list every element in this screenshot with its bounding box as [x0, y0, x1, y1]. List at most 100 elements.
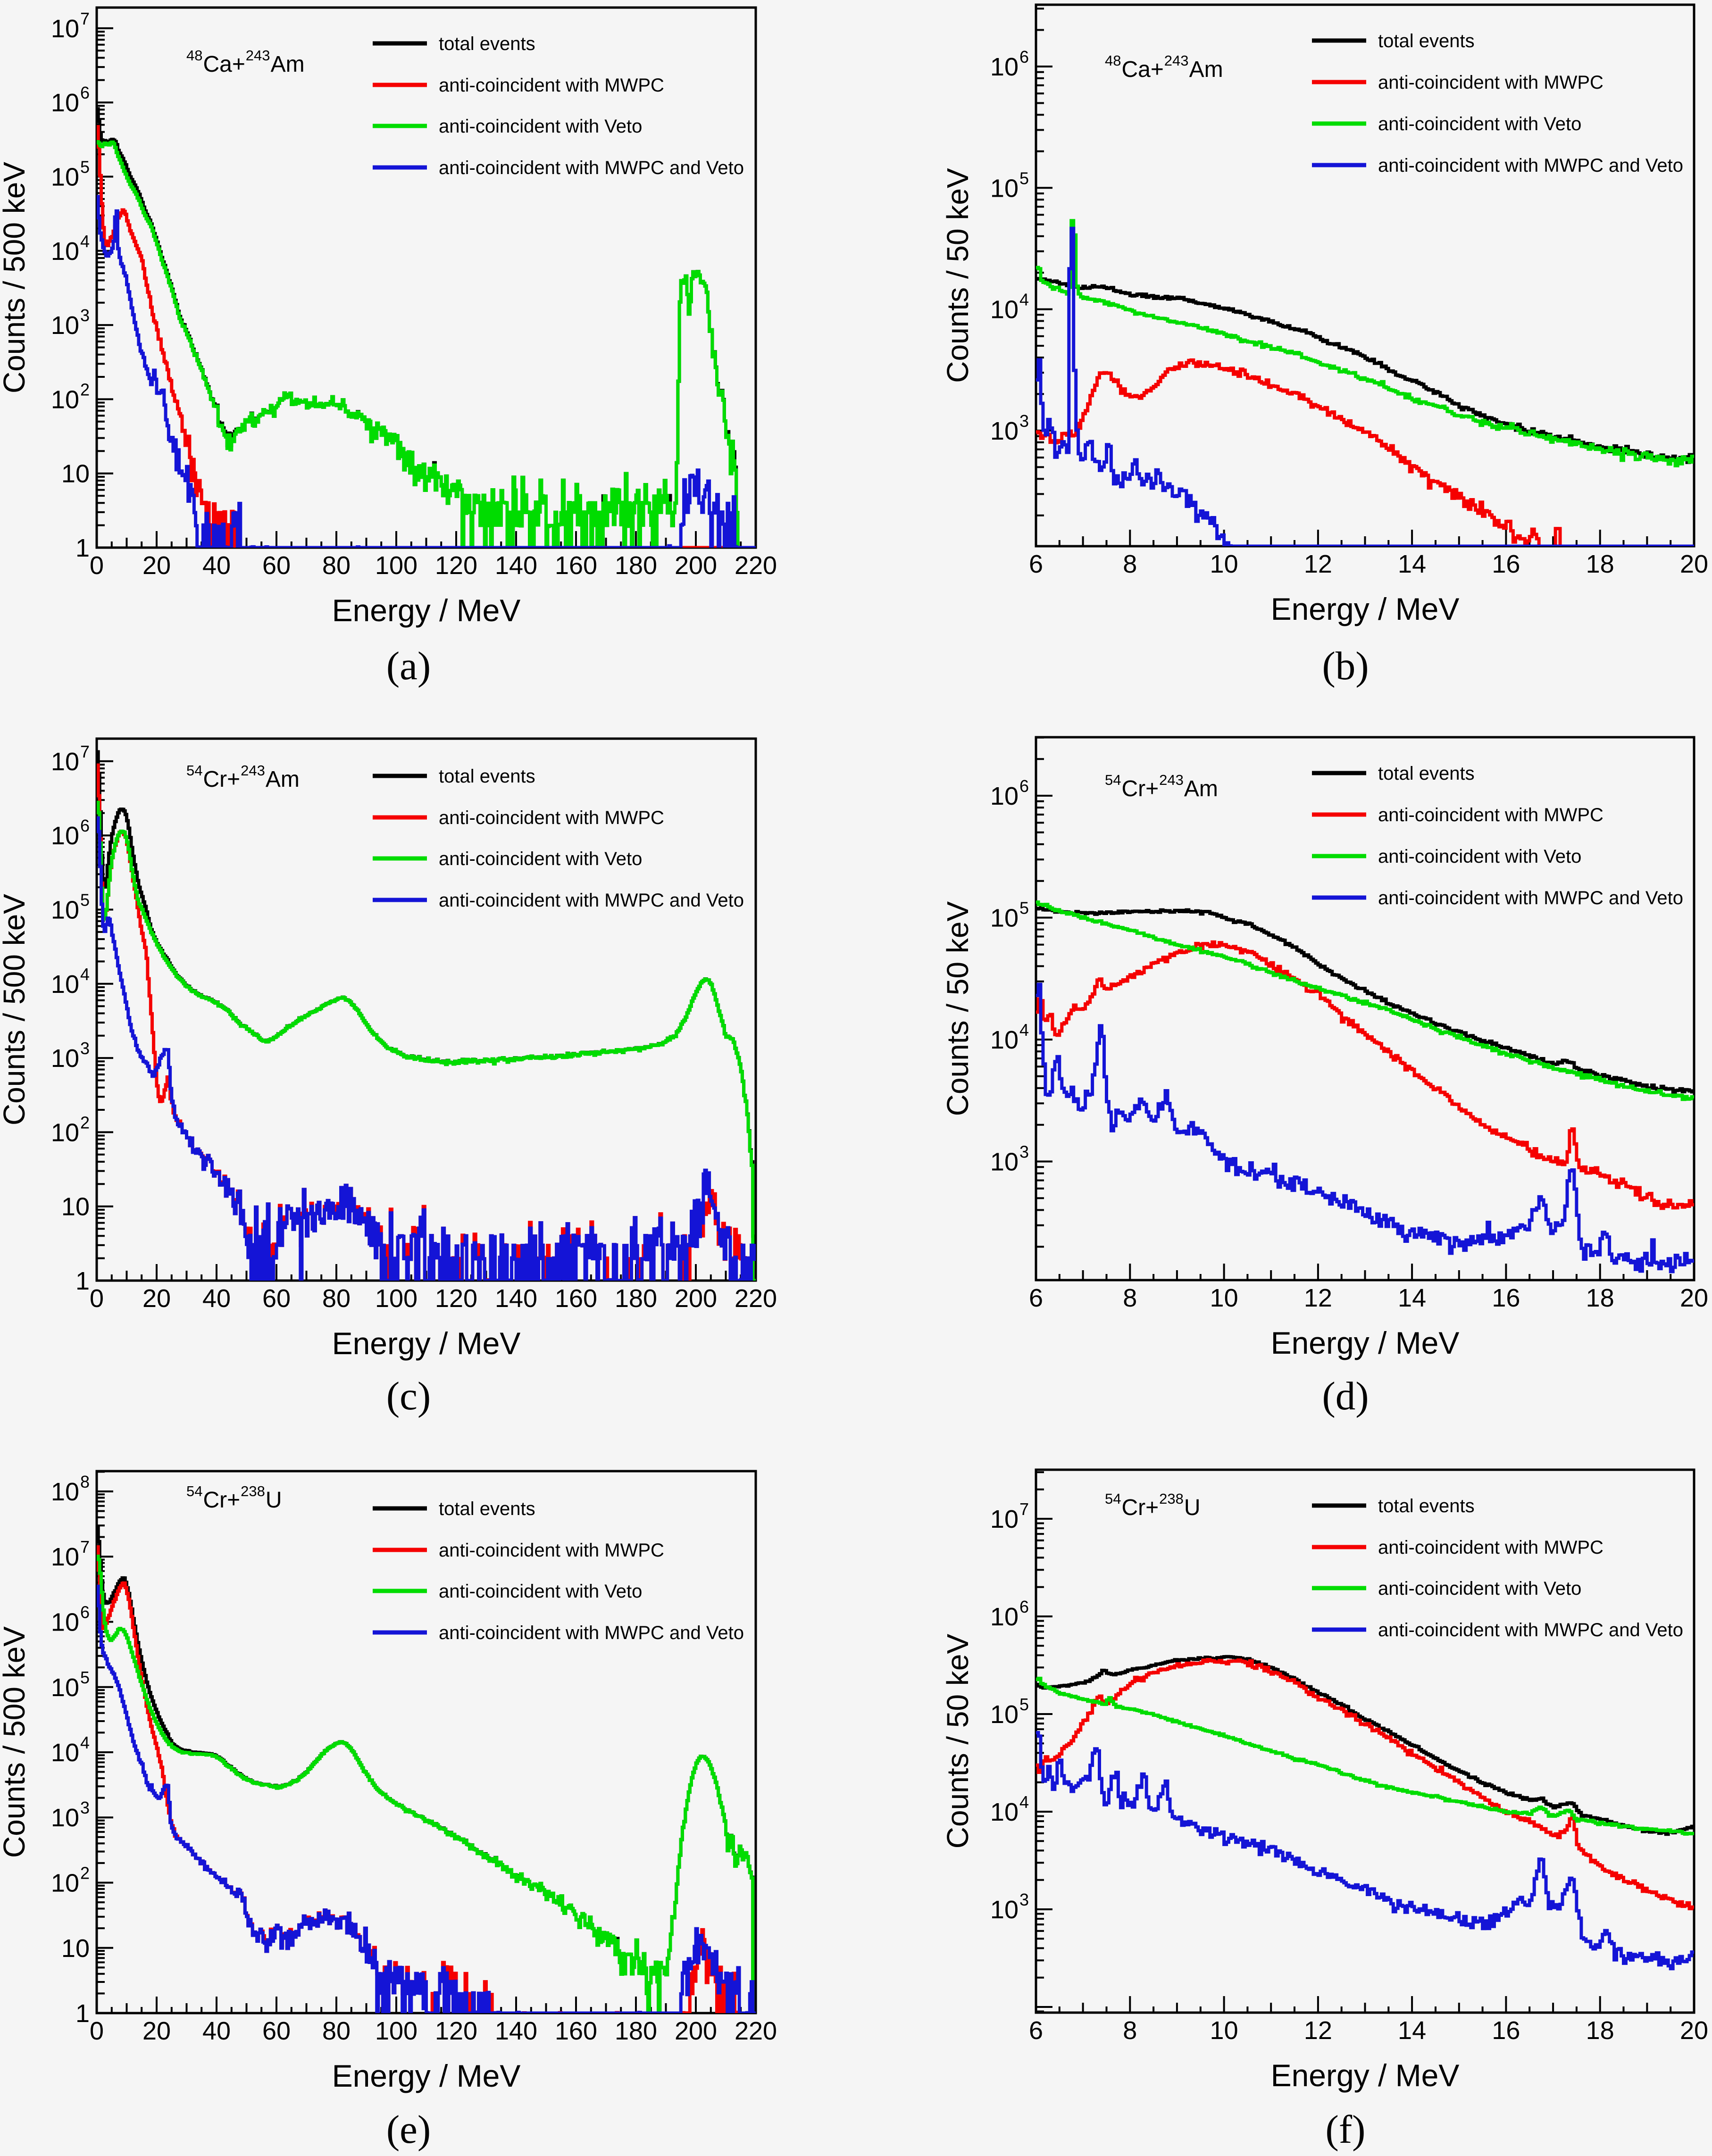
svg-text:1: 1: [75, 1999, 90, 2028]
svg-text:anti-coincident with Veto: anti-coincident with Veto: [439, 116, 642, 137]
svg-text:54: 54: [186, 762, 202, 779]
svg-text:Am: Am: [1184, 776, 1218, 801]
svg-text:120: 120: [435, 2017, 477, 2045]
svg-text:4: 4: [80, 965, 90, 984]
svg-text:10: 10: [990, 782, 1019, 810]
svg-text:10: 10: [1210, 2016, 1238, 2045]
svg-text:10: 10: [1210, 550, 1238, 578]
svg-text:(c): (c): [386, 1374, 431, 1418]
svg-text:243: 243: [1159, 772, 1184, 788]
svg-text:60: 60: [262, 2017, 291, 2045]
svg-text:16: 16: [1492, 550, 1520, 578]
svg-text:Cr+: Cr+: [1122, 776, 1159, 801]
svg-text:(e): (e): [386, 2107, 431, 2152]
svg-text:5: 5: [80, 158, 90, 177]
svg-text:10: 10: [990, 296, 1019, 324]
svg-text:6: 6: [80, 816, 90, 835]
svg-text:10: 10: [51, 1543, 79, 1571]
svg-text:anti-coincident with MWPC: anti-coincident with MWPC: [439, 1540, 664, 1561]
svg-text:40: 40: [202, 1284, 231, 1313]
svg-text:10: 10: [51, 311, 79, 340]
svg-text:12: 12: [1304, 2016, 1332, 2045]
svg-text:0: 0: [90, 1284, 104, 1313]
svg-text:Ca+: Ca+: [1122, 57, 1164, 82]
svg-text:160: 160: [555, 1284, 597, 1313]
svg-text:54: 54: [1105, 1490, 1121, 1507]
svg-text:anti-coincident with MWPC and: anti-coincident with MWPC and Veto: [1378, 888, 1683, 908]
svg-text:140: 140: [495, 551, 537, 580]
svg-text:6: 6: [1029, 550, 1043, 578]
svg-text:anti-coincident with MWPC and: anti-coincident with MWPC and Veto: [439, 158, 744, 178]
svg-text:6: 6: [1029, 2016, 1043, 2045]
svg-text:2: 2: [80, 1864, 90, 1883]
svg-text:18: 18: [1586, 550, 1614, 578]
svg-text:6: 6: [1019, 1597, 1029, 1616]
svg-text:160: 160: [555, 2017, 597, 2045]
svg-text:243: 243: [246, 47, 270, 64]
svg-text:10: 10: [990, 417, 1019, 445]
svg-text:10: 10: [990, 904, 1019, 932]
svg-text:6: 6: [80, 83, 90, 102]
svg-text:total events: total events: [439, 1498, 535, 1519]
svg-text:Counts / 50 keV: Counts / 50 keV: [941, 1634, 975, 1849]
svg-text:anti-coincident with MWPC: anti-coincident with MWPC: [439, 75, 664, 96]
svg-text:180: 180: [615, 2017, 657, 2045]
svg-text:3: 3: [80, 1798, 90, 1817]
svg-text:anti-coincident with MWPC and: anti-coincident with MWPC and Veto: [439, 890, 744, 911]
svg-text:48: 48: [186, 47, 202, 64]
svg-text:8: 8: [1123, 550, 1137, 578]
svg-text:80: 80: [322, 1284, 351, 1313]
svg-text:80: 80: [322, 2017, 351, 2045]
svg-text:Energy / MeV: Energy / MeV: [332, 593, 521, 628]
svg-text:Cr+: Cr+: [203, 1488, 241, 1513]
svg-text:anti-coincident with Veto: anti-coincident with Veto: [1378, 846, 1581, 867]
svg-text:(b): (b): [1322, 644, 1369, 688]
svg-text:14: 14: [1398, 1284, 1426, 1312]
svg-text:3: 3: [80, 306, 90, 325]
svg-text:60: 60: [262, 1284, 291, 1313]
svg-text:10: 10: [990, 53, 1019, 81]
svg-text:10: 10: [51, 163, 79, 191]
svg-text:200: 200: [675, 2017, 717, 2045]
svg-text:Cr+: Cr+: [203, 767, 241, 792]
svg-text:120: 120: [435, 1284, 477, 1313]
svg-text:20: 20: [1680, 1284, 1708, 1312]
svg-text:5: 5: [1019, 899, 1029, 918]
svg-text:1: 1: [75, 1267, 90, 1295]
svg-text:10: 10: [51, 1804, 79, 1832]
svg-text:238: 238: [1159, 1490, 1184, 1507]
svg-text:4: 4: [1019, 1792, 1029, 1812]
svg-text:10: 10: [1210, 1284, 1238, 1312]
svg-text:Ca+: Ca+: [203, 52, 245, 77]
svg-text:10: 10: [990, 1798, 1019, 1826]
svg-text:8: 8: [80, 1472, 90, 1491]
svg-text:100: 100: [375, 1284, 418, 1313]
svg-text:4: 4: [1019, 290, 1029, 309]
svg-text:10: 10: [990, 1026, 1019, 1054]
svg-text:Counts / 500 keV: Counts / 500 keV: [0, 1626, 31, 1858]
svg-text:200: 200: [675, 1284, 717, 1313]
svg-text:3: 3: [1019, 411, 1029, 431]
svg-text:14: 14: [1398, 550, 1426, 578]
svg-text:180: 180: [615, 551, 657, 580]
svg-text:Counts / 500 keV: Counts / 500 keV: [0, 162, 31, 393]
svg-text:18: 18: [1586, 2016, 1614, 2045]
svg-text:20: 20: [1680, 550, 1708, 578]
svg-text:40: 40: [202, 551, 231, 580]
svg-text:total events: total events: [1378, 31, 1475, 51]
svg-text:80: 80: [322, 551, 351, 580]
svg-text:total events: total events: [1378, 1496, 1475, 1516]
svg-text:anti-coincident with MWPC and: anti-coincident with MWPC and Veto: [1378, 1620, 1683, 1640]
svg-text:3: 3: [1019, 1142, 1029, 1162]
svg-text:Counts / 500 keV: Counts / 500 keV: [0, 894, 31, 1125]
svg-text:100: 100: [375, 2017, 418, 2045]
svg-text:10: 10: [51, 1044, 79, 1073]
svg-text:10: 10: [51, 1673, 79, 1702]
svg-text:238: 238: [241, 1483, 265, 1499]
svg-text:0: 0: [90, 551, 104, 580]
svg-text:U: U: [266, 1488, 282, 1513]
svg-text:54: 54: [1105, 772, 1121, 788]
svg-text:180: 180: [615, 1284, 657, 1313]
svg-text:5: 5: [80, 891, 90, 910]
svg-text:8: 8: [1123, 1284, 1137, 1312]
